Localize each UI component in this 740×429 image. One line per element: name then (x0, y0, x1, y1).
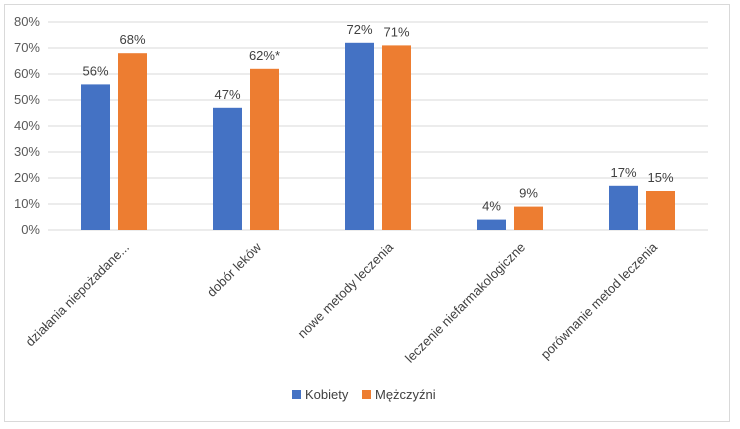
legend-label: Kobiety (305, 387, 349, 402)
data-label: 68% (119, 32, 145, 47)
bar-mezczyzni (118, 53, 147, 231)
x-category-label: nowe metody leczenia (295, 239, 397, 341)
bar-kobiety (345, 42, 374, 230)
data-label: 62%* (249, 48, 280, 63)
x-category-label: dobór leków (204, 239, 265, 300)
y-tick-label: 50% (14, 92, 40, 107)
y-tick-label: 10% (14, 196, 40, 211)
y-tick-label: 80% (14, 14, 40, 29)
bar-mezczyzni (250, 68, 279, 230)
data-label: 4% (482, 199, 501, 214)
data-label: 9% (519, 186, 538, 201)
x-category-label: działania niepożadane... (22, 240, 132, 350)
bar-kobiety (609, 185, 638, 230)
data-label: 47% (214, 87, 240, 102)
y-tick-label: 20% (14, 170, 40, 185)
legend-swatch (292, 390, 301, 399)
data-label: 56% (82, 63, 108, 78)
data-label: 72% (346, 22, 372, 37)
data-label: 17% (610, 165, 636, 180)
y-tick-label: 0% (21, 222, 40, 237)
y-tick-label: 40% (14, 118, 40, 133)
x-category-label: porównanie metod leczenia (538, 239, 661, 362)
bar-kobiety (477, 219, 506, 230)
y-tick-label: 30% (14, 144, 40, 159)
legend-label: Mężczyźni (375, 387, 436, 402)
bar-mezczyzni (514, 206, 543, 230)
bar-mezczyzni (382, 45, 411, 231)
data-label: 71% (383, 24, 409, 39)
bar-kobiety (81, 84, 110, 231)
legend-swatch (362, 390, 371, 399)
data-label: 15% (647, 170, 673, 185)
x-category-label: leczenie niefarmakologiczne (402, 240, 528, 366)
y-tick-label: 60% (14, 66, 40, 81)
bar-kobiety (213, 107, 242, 230)
y-tick-label: 70% (14, 40, 40, 55)
bar-mezczyzni (646, 191, 675, 230)
